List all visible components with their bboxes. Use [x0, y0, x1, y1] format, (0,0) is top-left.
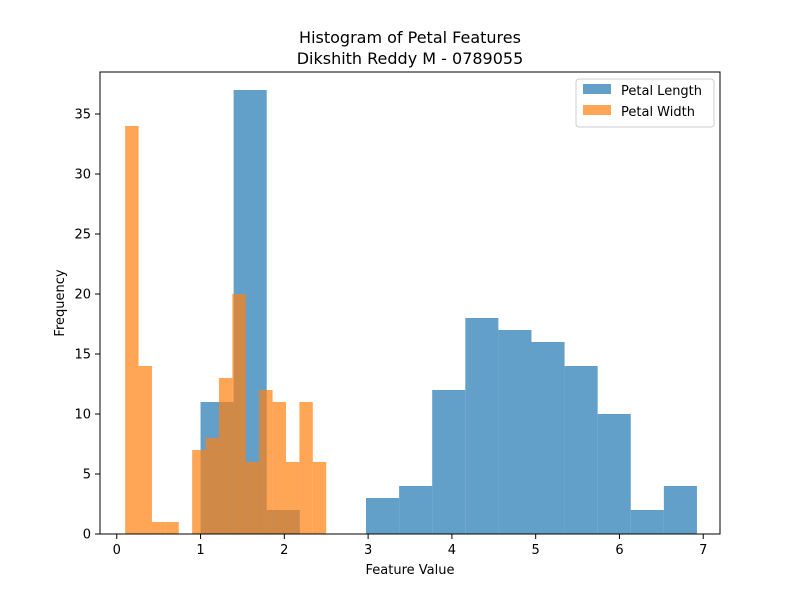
bar-petal-width-14: [312, 462, 327, 534]
y-tick-label: 30: [74, 168, 91, 183]
bars-layer: [125, 90, 697, 534]
y-axis-ticks: 0 5 10 15 20 25 30 35: [74, 108, 100, 543]
bar-petal-width-13: [299, 402, 313, 534]
x-axis-ticks: 0 1 2 3 4 5 6 7: [113, 534, 707, 558]
bar-petal-length-11: [564, 366, 598, 534]
y-tick-label: 15: [74, 348, 91, 363]
plot-area-frame: [99, 71, 721, 535]
bar-petal-width-11: [272, 402, 286, 534]
bar-petal-length-9: [498, 330, 532, 534]
x-tick-label: 5: [532, 543, 540, 558]
bar-petal-width-8: [232, 294, 246, 534]
y-tick-label: 0: [83, 528, 91, 543]
x-tick-label: 2: [280, 543, 288, 558]
x-tick-label: 7: [699, 543, 707, 558]
legend-swatch-petal-width: [583, 105, 611, 115]
y-tick-label: 25: [74, 228, 91, 243]
bar-petal-length-10: [531, 342, 565, 534]
bar-petal-width-9: [245, 462, 260, 534]
x-axis-label: Feature Value: [366, 563, 455, 578]
bar-petal-width-10: [259, 390, 273, 534]
bar-petal-width-7: [218, 378, 233, 534]
x-tick-label: 0: [113, 543, 121, 558]
bar-petal-length-8: [465, 318, 499, 534]
y-axis-label: Frequency: [53, 269, 68, 336]
legend: Petal Length Petal Width: [575, 78, 715, 128]
bar-petal-width-2: [151, 522, 166, 534]
bar-petal-width-5: [192, 450, 206, 534]
bar-petal-length-7: [432, 390, 466, 534]
bar-petal-length-5: [366, 498, 400, 534]
legend-swatch-petal-length: [583, 84, 611, 94]
bar-petal-length-13: [630, 510, 664, 534]
bar-petal-length-6: [399, 486, 433, 534]
legend-label-petal-width: Petal Width: [621, 105, 695, 120]
x-tick-label: 1: [196, 543, 204, 558]
y-tick-label: 10: [74, 408, 91, 423]
x-tick-label: 4: [448, 543, 456, 558]
x-tick-label: 6: [615, 543, 623, 558]
y-tick-label: 5: [83, 468, 91, 483]
legend-label-petal-length: Petal Length: [621, 84, 702, 99]
bar-petal-width-3: [165, 522, 179, 534]
chart-title-line1: Histogram of Petal Features: [299, 28, 521, 47]
chart-title-line2: Dikshith Reddy M - 0789055: [297, 49, 524, 68]
y-tick-label: 35: [74, 108, 91, 123]
bar-petal-width-1: [138, 366, 152, 534]
bar-petal-width-0: [125, 126, 139, 534]
bar-petal-length-14: [663, 486, 697, 534]
y-tick-label: 20: [74, 288, 91, 303]
bar-petal-width-12: [286, 462, 300, 534]
bar-petal-length-12: [597, 414, 631, 534]
x-tick-label: 3: [364, 543, 372, 558]
bar-petal-width-6: [205, 438, 219, 534]
